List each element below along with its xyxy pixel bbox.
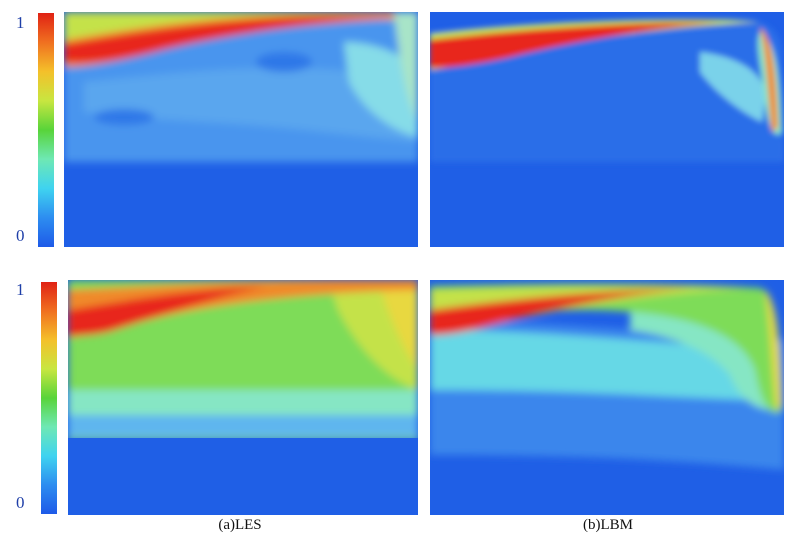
colorbar-bottom-min-label: 0	[16, 493, 25, 512]
colorbar-bottom	[41, 282, 57, 514]
contour-les-bottom	[68, 280, 418, 515]
colorbar-bottom-max-label: 1	[16, 280, 25, 299]
contour-les-top	[64, 12, 418, 247]
colorbar-top-min-label: 0	[16, 226, 25, 245]
colorbar-top-max-label: 1	[16, 13, 25, 32]
caption-lbm: (b)LBM	[583, 517, 633, 533]
contour-lbm-bottom	[430, 280, 784, 515]
caption-les: (a)LES	[218, 517, 262, 533]
contour-lbm-top	[430, 12, 784, 247]
colorbar-top	[38, 13, 54, 247]
